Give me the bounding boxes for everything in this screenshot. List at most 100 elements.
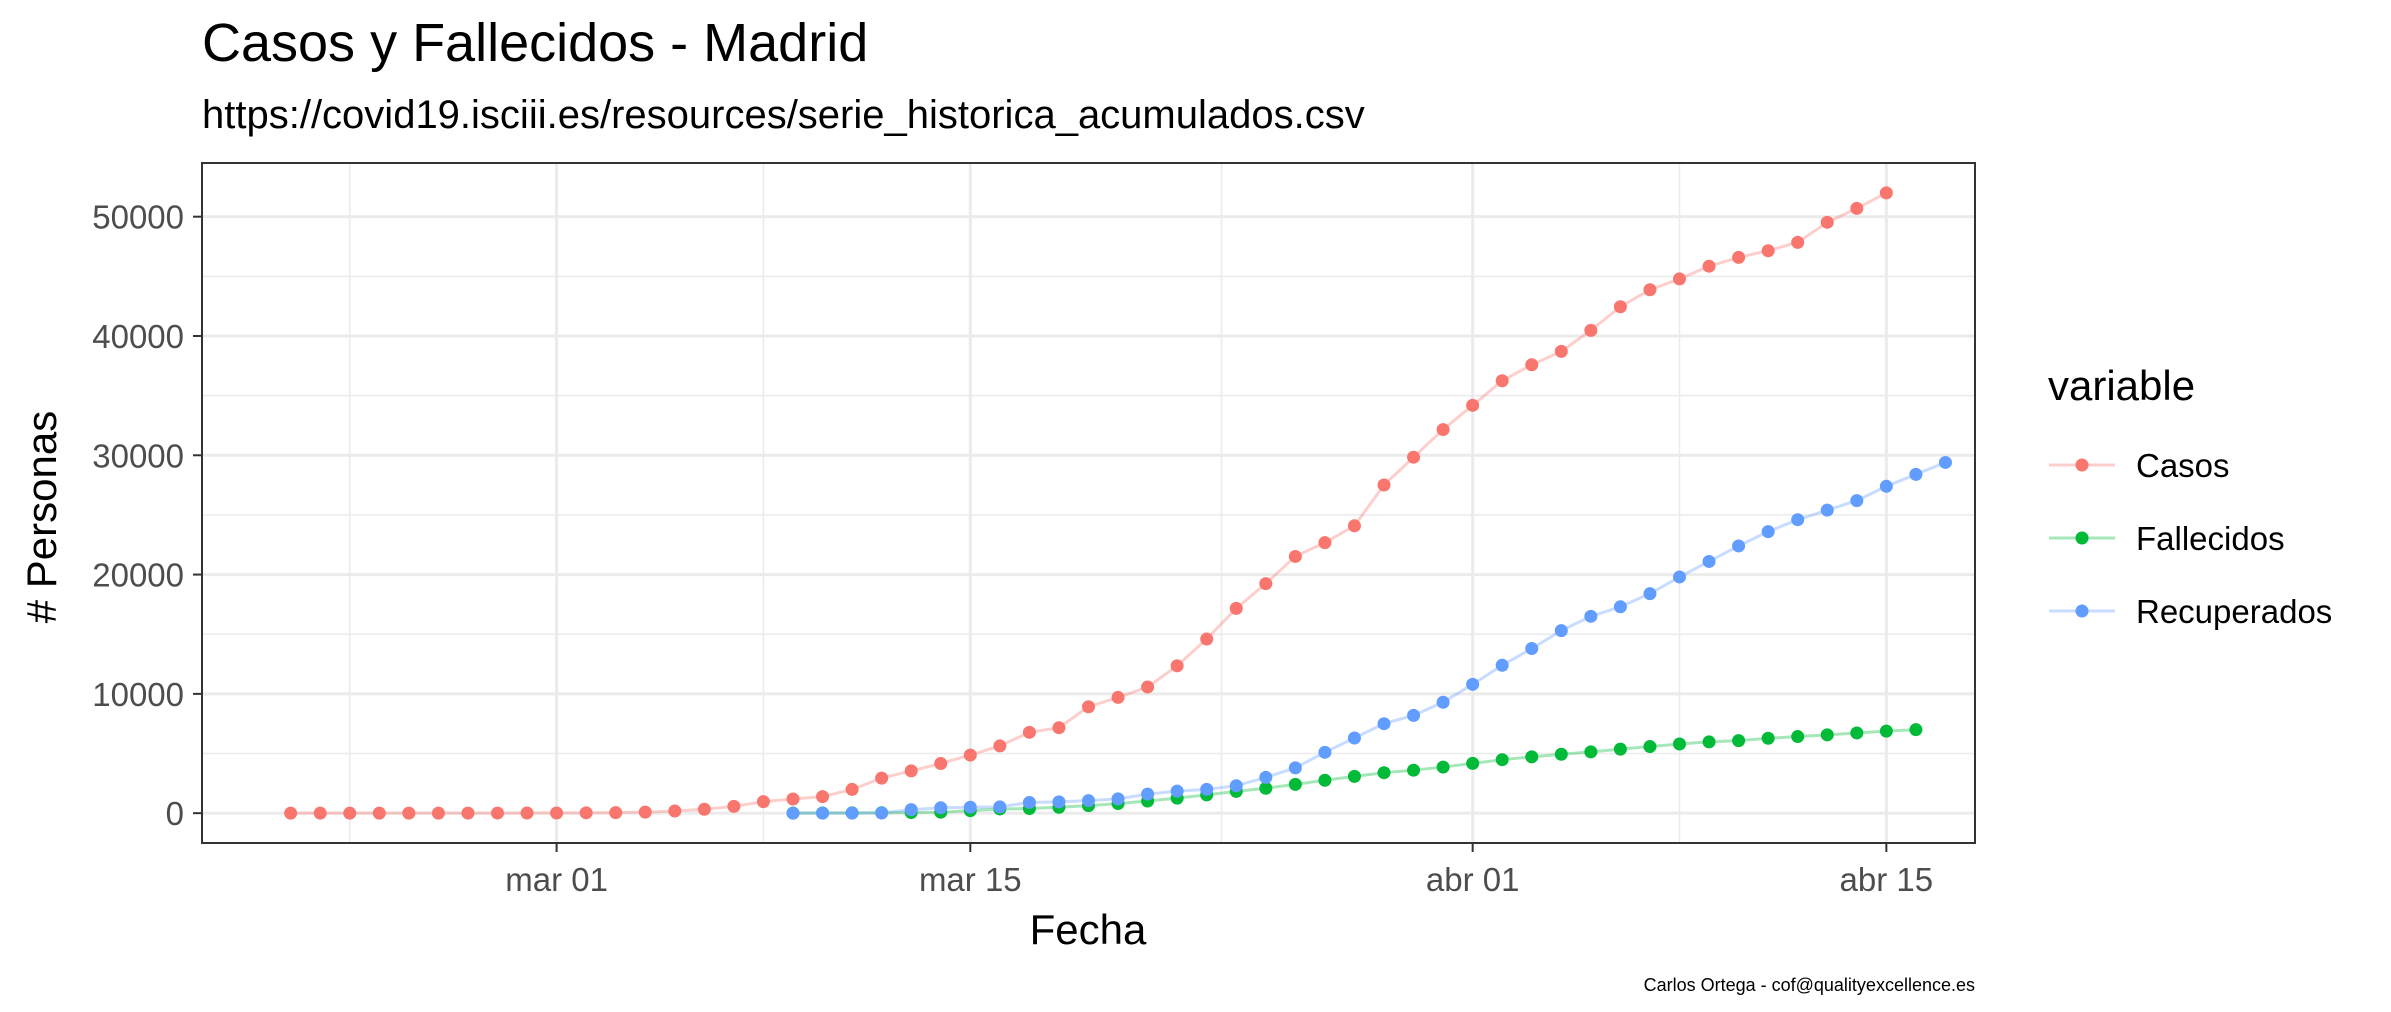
data-point-recuperados [963, 800, 977, 814]
data-point-casos [1673, 272, 1686, 286]
y-tick-label: 0 [166, 795, 184, 832]
data-point-casos [1141, 680, 1155, 694]
data-point-casos [756, 795, 770, 809]
data-point-casos [1791, 235, 1805, 249]
data-point-casos [1761, 244, 1775, 258]
data-point-fallecidos [1643, 740, 1657, 754]
data-point-casos [1111, 690, 1125, 704]
data-point-recuperados [816, 806, 830, 820]
series-layer [284, 186, 1952, 820]
data-point-fallecidos [1791, 730, 1805, 744]
data-point-casos [875, 771, 889, 785]
data-point-casos [816, 790, 830, 804]
data-point-casos [343, 806, 357, 820]
data-point-recuperados [1022, 795, 1036, 809]
data-point-casos [1584, 323, 1598, 337]
data-point-fallecidos [1850, 726, 1864, 740]
data-point-fallecidos [1377, 766, 1391, 780]
y-tick-label: 50000 [92, 199, 184, 236]
data-point-casos [904, 764, 918, 778]
data-point-casos [402, 806, 416, 820]
data-point-recuperados [1791, 513, 1805, 527]
data-point-casos [1495, 374, 1509, 388]
data-point-recuperados [845, 806, 859, 820]
data-point-recuperados [1761, 525, 1775, 539]
y-axis-title: # Personas [18, 411, 65, 623]
legend-label: Recuperados [2136, 593, 2332, 630]
data-point-fallecidos [1673, 737, 1686, 751]
data-point-recuperados [1229, 779, 1243, 793]
data-point-recuperados [934, 801, 948, 815]
data-point-casos [1407, 450, 1421, 464]
data-point-recuperados [993, 800, 1007, 814]
data-point-recuperados [786, 806, 800, 820]
data-point-recuperados [1850, 494, 1864, 508]
data-point-fallecidos [1584, 745, 1598, 759]
data-point-casos [431, 806, 445, 820]
data-point-recuperados [1466, 677, 1480, 691]
data-point-casos [963, 748, 977, 762]
data-point-casos [1525, 358, 1539, 372]
data-point-casos [934, 756, 948, 770]
data-point-recuperados [1584, 609, 1598, 623]
data-point-fallecidos [1495, 753, 1509, 767]
data-point-fallecidos [1761, 731, 1775, 745]
data-point-recuperados [1909, 467, 1923, 481]
data-point-recuperados [1141, 787, 1155, 801]
data-point-recuperados [1347, 731, 1361, 745]
data-point-recuperados [1082, 794, 1095, 808]
data-point-casos [1318, 536, 1332, 550]
legend-label: Casos [2136, 447, 2230, 484]
data-point-fallecidos [1613, 742, 1627, 756]
y-tick-label: 40000 [92, 318, 184, 355]
legend-key-point [2075, 531, 2089, 545]
data-point-casos [638, 805, 652, 819]
data-point-casos [313, 806, 327, 820]
data-point-casos [1229, 601, 1243, 615]
data-point-recuperados [1732, 539, 1746, 553]
data-point-recuperados [875, 806, 889, 820]
data-point-casos [1200, 632, 1214, 646]
data-point-casos [491, 806, 504, 820]
data-point-fallecidos [1259, 781, 1273, 795]
series-line-recuperados [793, 461, 1947, 815]
data-point-casos [993, 739, 1007, 753]
data-point-casos [1170, 659, 1184, 673]
x-tick-label: abr 15 [1840, 861, 1934, 898]
data-point-recuperados [1702, 554, 1716, 568]
data-point-recuperados [1318, 745, 1332, 759]
y-tick-label: 30000 [92, 437, 184, 474]
data-point-recuperados [1259, 770, 1273, 784]
data-point-casos [1850, 201, 1864, 215]
data-point-casos [520, 806, 534, 820]
data-point-casos [697, 802, 711, 816]
data-point-casos [372, 806, 386, 820]
legend-key-point [2075, 458, 2089, 472]
legend-label: Fallecidos [2136, 520, 2285, 557]
data-point-recuperados [1170, 784, 1184, 798]
caption: Carlos Ortega - cof@qualityexcellence.es [1644, 975, 1975, 995]
data-point-recuperados [1495, 658, 1509, 672]
x-axis: mar 01 mar 15 abr 01 abr 15 [505, 843, 1933, 898]
data-point-casos [668, 804, 682, 818]
data-point-casos [1052, 721, 1066, 735]
data-point-casos [845, 782, 859, 796]
data-point-casos [1259, 577, 1273, 591]
data-point-recuperados [1052, 795, 1066, 809]
data-point-casos [1643, 283, 1657, 297]
data-point-fallecidos [1554, 747, 1568, 761]
data-point-recuperados [1673, 570, 1686, 584]
legend-item-recuperados: Recuperados [2049, 593, 2332, 630]
y-tick-label: 10000 [92, 676, 184, 713]
data-point-casos [1702, 259, 1716, 273]
x-tick-label: abr 01 [1426, 861, 1520, 898]
legend: variable Casos Fallecidos Recuperados [2048, 362, 2332, 630]
legend-title: variable [2048, 362, 2195, 409]
data-point-recuperados [1613, 600, 1627, 614]
data-point-recuperados [1377, 717, 1391, 731]
y-tick-label: 20000 [92, 557, 184, 594]
data-point-casos [1732, 250, 1746, 264]
data-point-casos [1022, 725, 1036, 739]
legend-key-point [2075, 604, 2089, 618]
chart-subtitle: https://covid19.isciii.es/resources/seri… [202, 93, 1365, 137]
